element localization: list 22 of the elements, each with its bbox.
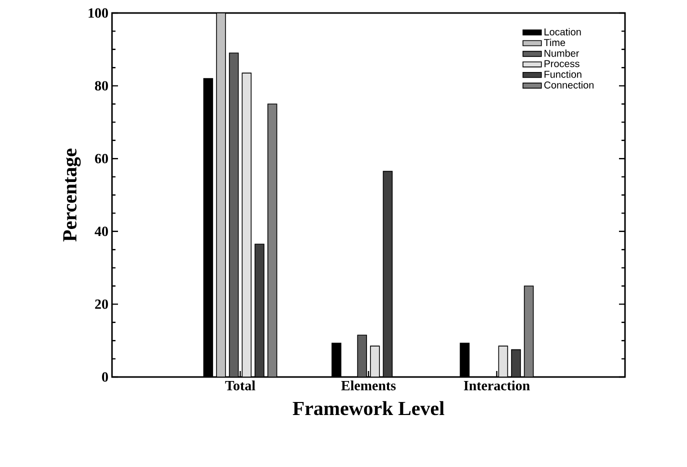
bar (524, 286, 534, 377)
bar (242, 72, 252, 377)
y-tick-label: 0 (102, 372, 108, 382)
bar (382, 170, 393, 377)
y-tick-label: 40 (94, 226, 108, 236)
legend-label: Location (544, 28, 581, 36)
y-tick-label: 60 (95, 154, 108, 164)
legend-label: Process (544, 60, 580, 68)
legend-label: Time (544, 38, 566, 46)
legend-label: Function (544, 70, 582, 78)
y-axis-title: Percentage (63, 148, 81, 242)
x-axis-title: Framework Level (292, 401, 444, 416)
y-tick-label: 20 (95, 299, 108, 309)
x-tick-label: Elements (341, 380, 396, 390)
legend-label: Connection (544, 81, 594, 89)
bar (267, 104, 278, 377)
x-tick-label: Total (225, 380, 256, 390)
bar (498, 346, 508, 377)
y-tick-label: 100 (88, 8, 108, 18)
legend-label: Number (544, 50, 580, 57)
y-tick-label: 80 (95, 81, 108, 91)
x-tick-label: Interaction (464, 380, 530, 390)
